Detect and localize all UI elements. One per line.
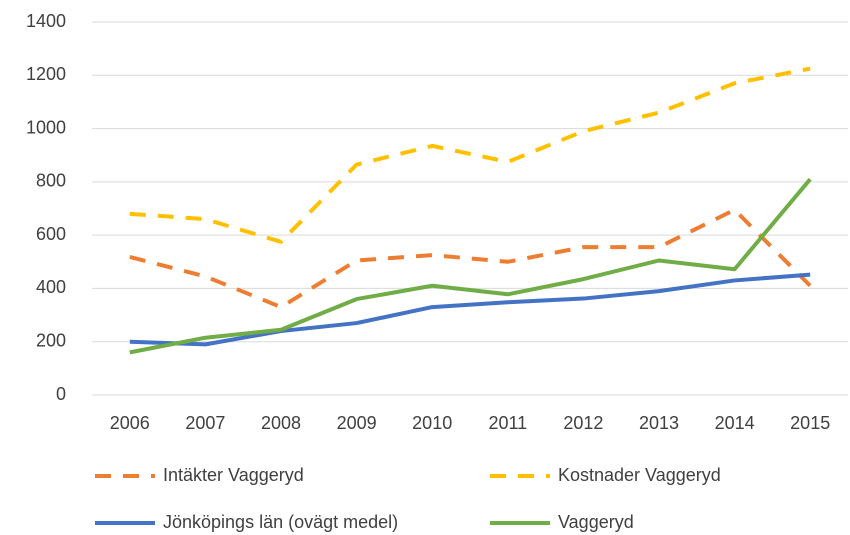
x-tick-label: 2012 — [563, 413, 603, 433]
series-line — [129, 207, 812, 310]
legend-label: Jönköpings län (ovägt medel) — [163, 512, 398, 532]
y-tick-label: 1000 — [26, 117, 66, 137]
x-tick-label: 2014 — [715, 413, 755, 433]
legend-label: Vaggeryd — [558, 512, 634, 532]
series-line — [129, 66, 811, 244]
x-tick-label: 2011 — [488, 413, 527, 433]
x-tick-label: 2006 — [110, 413, 150, 433]
x-tick-label: 2007 — [185, 413, 225, 433]
x-tick-label: 2009 — [337, 413, 377, 433]
y-tick-label: 600 — [36, 224, 66, 244]
y-tick-label: 0 — [56, 384, 66, 404]
y-tick-label: 400 — [36, 277, 66, 297]
x-tick-label: 2015 — [790, 413, 830, 433]
legend-label: Kostnader Vaggeryd — [558, 465, 721, 485]
y-tick-label: 1400 — [26, 11, 66, 31]
y-tick-label: 1200 — [26, 64, 66, 84]
x-tick-label: 2013 — [639, 413, 679, 433]
x-tick-label: 2010 — [412, 413, 452, 433]
legend-label: Intäkter Vaggeryd — [163, 465, 304, 485]
y-tick-label: 200 — [36, 330, 66, 350]
series-line — [129, 272, 811, 347]
y-tick-label: 800 — [36, 171, 66, 191]
x-tick-label: 2008 — [261, 413, 301, 433]
series-line — [129, 177, 812, 355]
